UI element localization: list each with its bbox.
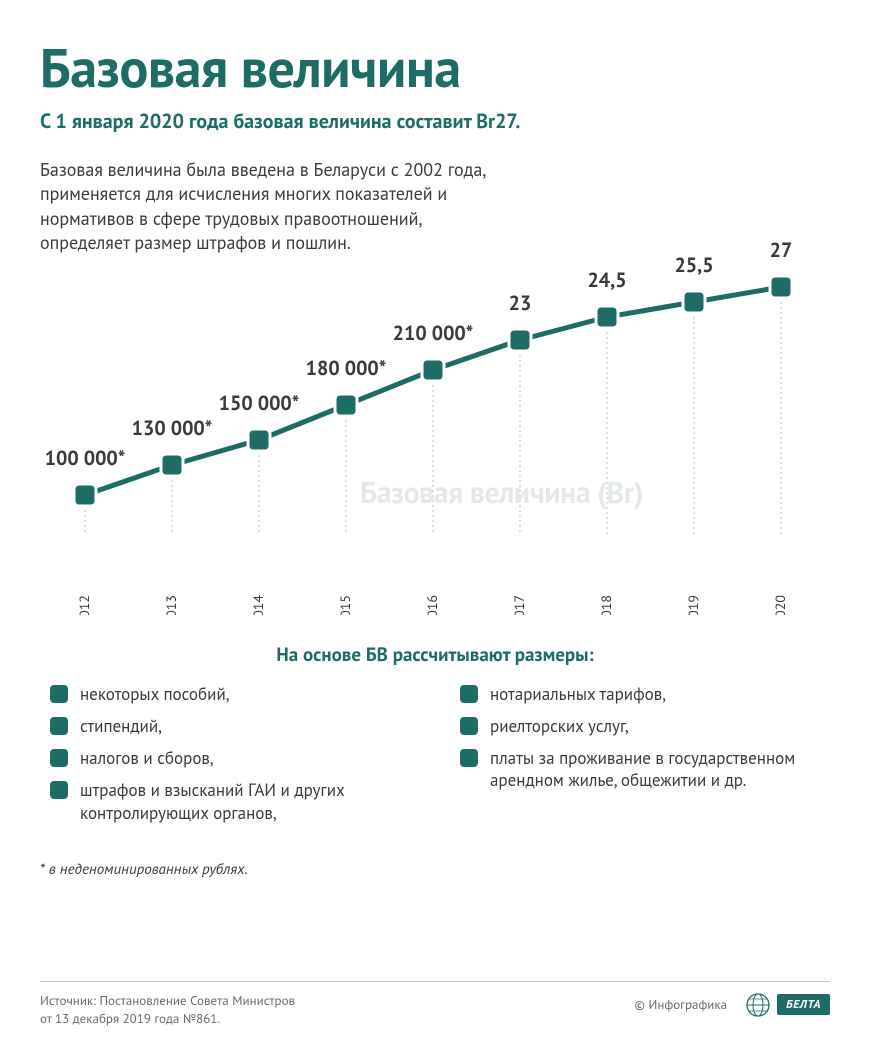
footer-right: © Инфографика БЕЛТА	[635, 992, 830, 1018]
svg-text:100 000*: 100 000*	[45, 445, 126, 471]
list-item: нотариальных тарифов,	[460, 683, 820, 705]
svg-text:23: 23	[509, 290, 532, 316]
svg-text:1.01.2013: 1.01.2013	[162, 595, 180, 615]
list-item: налогов и сборов,	[50, 747, 410, 769]
footer: Источник: Постановление Совета Министров…	[40, 981, 830, 1028]
chart-container: 100 000*130 000*150 000*180 000*210 000*…	[40, 185, 830, 615]
list-item-label: некоторых пособий,	[80, 683, 230, 705]
page-title: Базовая величина	[40, 32, 830, 102]
svg-text:150 000*: 150 000*	[219, 390, 300, 416]
line-chart: 100 000*130 000*150 000*180 000*210 000*…	[40, 185, 830, 615]
svg-text:27: 27	[770, 237, 793, 263]
list-col-right: нотариальных тарифов, риелторских услуг, п…	[460, 683, 820, 833]
logo-text: БЕЛТА	[777, 994, 830, 1015]
list-item-label: налогов и сборов,	[80, 747, 214, 769]
svg-text:1.01.2012: 1.01.2012	[75, 595, 93, 615]
globe-icon	[745, 992, 771, 1018]
list-item-label: штрафов и взысканий ГАИ и других контрол…	[80, 779, 410, 823]
logo: БЕЛТА	[745, 992, 830, 1018]
bullet-icon	[460, 685, 478, 703]
svg-text:1.01.2014: 1.01.2014	[249, 595, 267, 615]
svg-text:1.01.2016: 1.01.2016	[423, 595, 441, 615]
copyright-text: © Инфографика	[635, 996, 728, 1013]
svg-text:130 000*: 130 000*	[132, 415, 213, 441]
list-item-label: нотариальных тарифов,	[490, 683, 666, 705]
list-item: некоторых пособий,	[50, 683, 410, 705]
lists-row: некоторых пособий, стипендий, налогов и сб…	[40, 683, 830, 833]
list-item: риелторских услуг,	[460, 715, 820, 737]
list-item-label: риелторских услуг,	[490, 715, 629, 737]
svg-text:25,5: 25,5	[674, 252, 713, 278]
bullet-icon	[50, 749, 68, 767]
bullet-icon	[460, 717, 478, 735]
source-line1: Источник: Постановление Совета Министров	[40, 992, 295, 1009]
list-item: платы за проживание в государственном ар…	[460, 747, 820, 791]
svg-text:1.01.2015: 1.01.2015	[336, 595, 354, 615]
list-col-left: некоторых пособий, стипендий, налогов и сб…	[50, 683, 410, 833]
bullet-icon	[50, 781, 68, 799]
bullet-icon	[460, 749, 478, 767]
list-item: штрафов и взысканий ГАИ и других контрол…	[50, 779, 410, 823]
source-line2: от 13 декабря 2019 года №861.	[40, 1010, 220, 1027]
svg-text:210 000*: 210 000*	[393, 320, 474, 346]
source-block: Источник: Постановление Совета Министров…	[40, 992, 295, 1028]
svg-text:180 000*: 180 000*	[306, 355, 387, 381]
svg-text:1.01.2018: 1.01.2018	[597, 595, 615, 615]
subtitle: С 1 января 2020 года базовая величина со…	[40, 108, 830, 134]
svg-text:1.01.2020: 1.01.2020	[771, 595, 789, 615]
list-title: На основе БВ рассчитывают размеры:	[40, 643, 830, 667]
svg-text:1.01.2019: 1.01.2019	[684, 595, 702, 615]
list-item-label: стипендий,	[80, 715, 162, 737]
infographic-page: Базовая величина С 1 января 2020 года ба…	[0, 0, 870, 1046]
bullet-icon	[50, 717, 68, 735]
bullet-icon	[50, 685, 68, 703]
footnote: * в неденоминированных рублях.	[40, 860, 830, 879]
list-item: стипендий,	[50, 715, 410, 737]
svg-text:1.01.2017: 1.01.2017	[510, 595, 528, 615]
list-item-label: платы за проживание в государственном ар…	[490, 747, 820, 791]
svg-text:24,5: 24,5	[587, 267, 626, 293]
